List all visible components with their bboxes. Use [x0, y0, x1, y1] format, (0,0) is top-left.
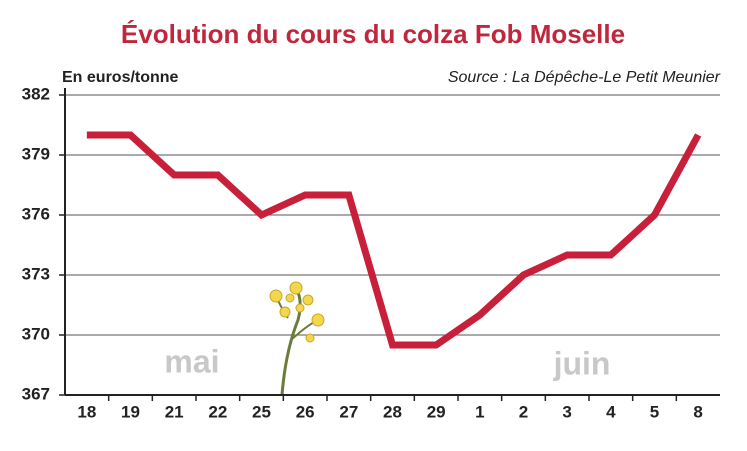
x-tick-label: 3: [562, 402, 571, 421]
y-tick-label: 376: [22, 204, 50, 223]
x-tick-label: 1: [475, 402, 484, 421]
x-tick-label: 21: [165, 402, 184, 421]
x-tick-label: 4: [606, 402, 616, 421]
flower-illustration: [269, 281, 325, 396]
x-tick-label: 26: [296, 402, 315, 421]
y-tick-label: 367: [22, 384, 50, 403]
x-tick-label: 2: [519, 402, 528, 421]
x-tick-label: 19: [121, 402, 140, 421]
y-axis-label: En euros/tonne: [62, 69, 179, 86]
x-tick-label: 22: [208, 402, 227, 421]
x-tick-label: 29: [427, 402, 446, 421]
x-tick-label: 18: [77, 402, 96, 421]
month-label: mai: [164, 343, 219, 379]
source: Source : La Dépêche-Le Petit Meunier: [448, 69, 721, 86]
y-tick-label: 382: [22, 84, 50, 103]
month-label: juin: [553, 345, 611, 381]
price-line: [86, 131, 702, 349]
y-tick-label: 379: [22, 144, 50, 163]
x-tick-label: 25: [252, 402, 271, 421]
y-tick-label: 370: [22, 324, 50, 343]
x-tick-label: 5: [650, 402, 659, 421]
y-tick-label: 373: [22, 264, 50, 283]
x-tick-label: 28: [383, 402, 402, 421]
x-tick-label: 27: [339, 402, 358, 421]
chart-title: Évolution du cours du colza Fob Moselle: [121, 19, 625, 49]
x-tick-label: 8: [693, 402, 702, 421]
